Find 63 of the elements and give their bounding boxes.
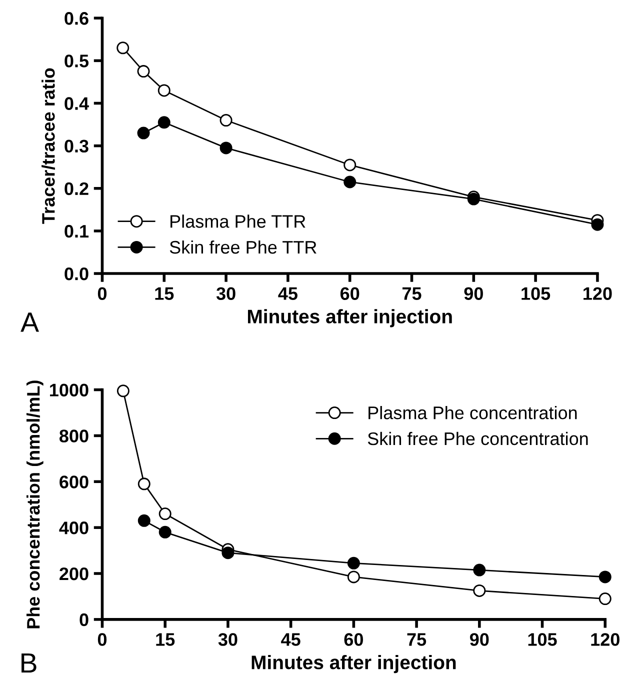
text: A [20, 312, 39, 332]
point [473, 584, 486, 597]
point [222, 546, 234, 560]
x-tick-label: 120 [584, 287, 612, 300]
y-tick-label: 0.5 [64, 54, 89, 68]
legend-label: Plasma Phe concentration [368, 406, 577, 420]
x-tick-label: 0 [98, 287, 107, 300]
point [344, 176, 356, 188]
point [138, 478, 150, 490]
y-axis-title: Tracer/tracee ratio [42, 68, 56, 224]
legend-label: Skin free Phe TTR [170, 240, 316, 254]
x-tick-label: 90 [464, 287, 483, 300]
x-tick-label: 105 [528, 633, 557, 646]
point [344, 158, 356, 172]
y-tick-label: 0.6 [64, 12, 88, 25]
point [220, 114, 232, 127]
x-axis-title: Minutes after injection [248, 309, 452, 328]
y-tick-label: 800 [59, 430, 88, 442]
y-tick-label: 0.3 [64, 140, 88, 153]
x-tick-label: 15 [156, 633, 175, 646]
x-tick-label: 75 [402, 287, 422, 300]
point [347, 570, 360, 584]
x-tick-label: 30 [216, 287, 236, 300]
y-tick-label: 0.2 [64, 182, 88, 196]
y-axis-title: Phe concentration (nmol/mL) [26, 380, 44, 628]
point [137, 126, 150, 140]
point [116, 384, 130, 398]
x-tick-label: 120 [591, 633, 620, 646]
y-tick-label: 0.1 [64, 224, 89, 238]
x-tick-label: 30 [218, 633, 238, 646]
point [138, 514, 150, 527]
x-tick-label: 105 [522, 287, 550, 300]
point [473, 564, 486, 576]
y-tick-label: 200 [60, 567, 88, 580]
x-tick-label: 75 [407, 633, 426, 646]
y-tick-label: 0.4 [64, 97, 89, 110]
point [137, 65, 150, 78]
x-axis-title: Minutes after injection [252, 655, 456, 674]
x-tick-label: 90 [470, 633, 489, 646]
x-tick-label: 0 [98, 633, 107, 646]
point [347, 556, 360, 570]
y-tick-label: 1000 [50, 384, 88, 396]
y-tick-label: 400 [59, 522, 88, 534]
point [598, 592, 612, 606]
x-tick-label: 45 [278, 287, 298, 300]
x-tick-label: 45 [281, 633, 300, 646]
point [158, 526, 172, 538]
x-tick-label: 15 [155, 287, 174, 300]
y-tick-label: 0 [80, 613, 88, 626]
y-tick-label: 0.0 [64, 267, 88, 280]
point [220, 142, 232, 154]
point [116, 42, 130, 54]
point [598, 570, 612, 584]
x-tick-label: 60 [344, 633, 363, 646]
x-tick-label: 60 [340, 287, 360, 300]
y-tick-label: 600 [60, 476, 88, 488]
legend-label: Skin free Phe concentration [368, 432, 588, 446]
point [158, 508, 172, 520]
text: B [22, 653, 36, 673]
point [158, 84, 170, 97]
point [591, 218, 604, 231]
point [158, 116, 170, 129]
legend-label: Plasma Phe TTR [170, 214, 306, 228]
